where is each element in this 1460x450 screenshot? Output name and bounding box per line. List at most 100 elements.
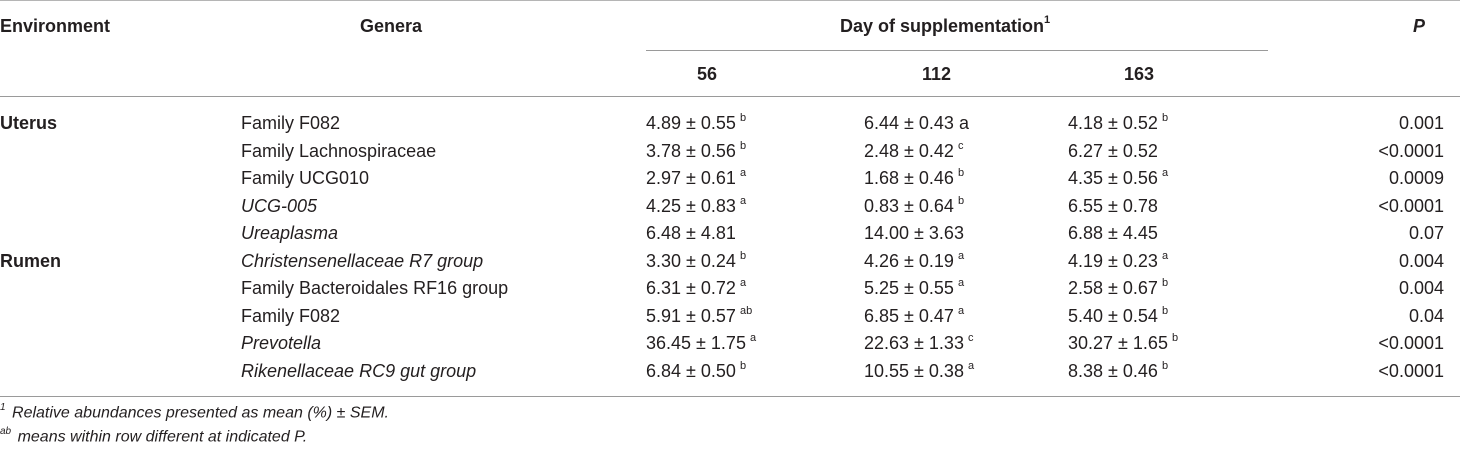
day-163-cell-text: 4.19 ± 0.23 — [1068, 250, 1158, 271]
genus-cell-text: Christensenellaceae R7 group — [241, 250, 484, 271]
day-56-cell-text: 4.89 ± 0.55 — [646, 113, 736, 133]
table-row: Family F082 5.91 ± 0.57 ab 6.85 ± 0.47 a 5.40… — [0, 304, 1460, 333]
day-112-cell-text: 5.25 ± 0.55 — [864, 278, 954, 298]
header-genera: Genera — [360, 16, 423, 36]
day-56-cell-superscript: b — [739, 112, 747, 124]
genus-cell: Family Lachnospiraceae — [241, 141, 436, 162]
genus-cell-text: Family Lachnospiraceae — [241, 140, 437, 161]
table-row: Ureaplasma 6.48 ± 4.81 14.00 ± 3.63 6.88 ± … — [0, 223, 1460, 250]
p-value-cell-text: 0.004 — [1398, 250, 1444, 271]
day-112-cell-text: 6.44 ± 0.43 a — [864, 113, 969, 133]
footnote-ab-text: means within row different at indicated … — [17, 428, 308, 446]
header-day-label: Day of supplementation — [840, 16, 1045, 36]
p-value-cell-text: 0.04 — [1408, 305, 1444, 326]
day-163-cell-text: 4.35 ± 0.56 — [1068, 168, 1158, 188]
header-day-163: 163 — [1124, 64, 1155, 84]
genus-cell: Christensenellaceae R7 group — [241, 251, 483, 272]
genus-cell-text: Prevotella — [241, 333, 322, 353]
footnote-1-text: Relative abundances presented as mean (%… — [12, 404, 389, 422]
day-112-cell-text: 4.26 ± 0.19 — [864, 250, 954, 271]
p-value-cell: <0.0001 — [1378, 361, 1444, 382]
day-163-cell-text: 5.40 ± 0.54 — [1068, 305, 1158, 326]
genus-cell-text: Family F082 — [241, 113, 341, 133]
p-value-cell: 0.04 — [1409, 306, 1444, 327]
day-112-cell-superscript: a — [957, 249, 965, 262]
day-group-rule — [646, 50, 1268, 51]
day-112-cell: 6.85 ± 0.47 a — [864, 305, 964, 327]
table-row: Uterus Family F082 4.89 ± 0.55 b 6.44 ± 0.43… — [0, 112, 1460, 140]
day-56-cell-superscript: b — [739, 249, 747, 262]
day-163-cell-superscript: b — [1161, 304, 1169, 317]
table-row: Family Lachnospiraceae 3.78 ± 0.56 b 2.48 ±… — [0, 139, 1460, 168]
p-value-cell: <0.0001 — [1378, 333, 1444, 354]
day-112-cell-superscript: b — [957, 194, 965, 207]
genus-cell-text: UCG-005 — [241, 195, 318, 216]
day-112-cell: 5.25 ± 0.55 a — [864, 277, 965, 299]
day-163-cell: 4.19 ± 0.23 a — [1068, 250, 1168, 272]
day-163-cell-superscript: b — [1161, 112, 1169, 124]
day-163-cell-superscript: a — [1161, 167, 1169, 179]
day-56-cell: 3.78 ± 0.56 b — [646, 139, 747, 162]
day-112-cell-superscript: b — [957, 167, 965, 179]
p-value-cell-text: <0.0001 — [1378, 333, 1444, 353]
day-56-cell: 6.31 ± 0.72 a — [646, 277, 747, 299]
table-row: Family UCG010 2.97 ± 0.61 a 1.68 ± 0.46 b 4.3… — [0, 167, 1460, 195]
table-top-rule — [0, 0, 1460, 1]
footnote-ab: ab means within row different at indicat… — [0, 426, 308, 446]
day-112-cell: 4.26 ± 0.19 a — [864, 249, 965, 272]
p-value-cell-text: <0.0001 — [1378, 140, 1444, 161]
day-56-cell-superscript: b — [739, 139, 747, 152]
environment-cell-text: Uterus — [0, 113, 58, 133]
day-163-cell: 6.55 ± 0.78 — [1068, 196, 1162, 217]
footnote-ab-mark: ab — [0, 426, 12, 437]
environment-cell-text: Rumen — [0, 250, 62, 271]
day-56-cell-text: 6.48 ± 4.81 — [646, 223, 736, 243]
day-56-cell: 36.45 ± 1.75 a — [646, 332, 756, 354]
genus-cell: Prevotella — [241, 333, 321, 354]
day-56-cell-text: 2.97 ± 0.61 — [646, 168, 736, 188]
genus-cell: UCG-005 — [241, 196, 317, 217]
genus-cell-text: Rikenellaceae RC9 gut group — [241, 360, 477, 381]
header-day-56: 56 — [697, 64, 718, 84]
p-value-cell-text: <0.0001 — [1378, 195, 1444, 216]
day-112-cell-superscript: a — [957, 277, 965, 289]
day-56-cell-text: 6.84 ± 0.50 — [646, 360, 736, 381]
p-value-cell: 0.004 — [1399, 278, 1444, 299]
day-112-cell: 10.55 ± 0.38 a — [864, 359, 975, 382]
day-112-cell-text: 10.55 ± 0.38 — [864, 360, 964, 381]
table-bottom-rule — [0, 396, 1460, 397]
day-56-cell-text: 3.30 ± 0.24 — [646, 250, 736, 271]
genus-cell-text: Family F082 — [241, 305, 341, 326]
day-112-cell: 22.63 ± 1.33 c — [864, 332, 973, 354]
environment-cell: Uterus — [0, 113, 57, 134]
day-56-cell-superscript: a — [739, 277, 747, 289]
table-row: Rikenellaceae RC9 gut group 6.84 ± 0.50 b 1… — [0, 359, 1460, 388]
header-environment: Environment — [0, 16, 111, 36]
p-value-cell: <0.0001 — [1378, 141, 1444, 162]
day-112-cell-superscript: a — [967, 359, 975, 372]
day-56-cell: 6.84 ± 0.50 b — [646, 359, 747, 382]
day-56-cell: 6.48 ± 4.81 — [646, 223, 740, 244]
day-112-cell-text: 0.83 ± 0.64 — [864, 195, 954, 216]
day-56-cell-text: 6.31 ± 0.72 — [646, 278, 736, 298]
day-56-cell-superscript: a — [739, 194, 747, 207]
day-56-cell: 4.25 ± 0.83 a — [646, 194, 747, 217]
day-112-cell: 14.00 ± 3.63 — [864, 223, 968, 244]
genus-cell: Ureaplasma — [241, 223, 338, 244]
table-row: Family Bacteroidales RF16 group 6.31 ± 0.… — [0, 277, 1460, 305]
day-163-cell: 30.27 ± 1.65 b — [1068, 332, 1178, 354]
day-56-cell-superscript: b — [739, 359, 747, 372]
header-p: P — [1413, 16, 1426, 36]
day-56-cell-text: 4.25 ± 0.83 — [646, 195, 736, 216]
header-day-112: 112 — [922, 64, 952, 84]
day-56-cell: 2.97 ± 0.61 a — [646, 167, 746, 189]
table-row: UCG-005 4.25 ± 0.83 a 0.83 ± 0.64 b 6.55 ± 0.… — [0, 194, 1460, 223]
genus-cell-text: Ureaplasma — [241, 223, 339, 243]
day-163-cell-text: 2.58 ± 0.67 — [1068, 278, 1158, 298]
day-112-cell-text: 2.48 ± 0.42 — [864, 140, 954, 161]
header-day-of-supplementation: Day of supplementation1 — [840, 14, 1050, 37]
day-112-cell-superscript: c — [957, 139, 964, 152]
header-bottom-rule — [0, 96, 1460, 97]
day-163-cell: 6.88 ± 4.45 — [1068, 223, 1162, 244]
genus-cell: Family UCG010 — [241, 168, 369, 189]
